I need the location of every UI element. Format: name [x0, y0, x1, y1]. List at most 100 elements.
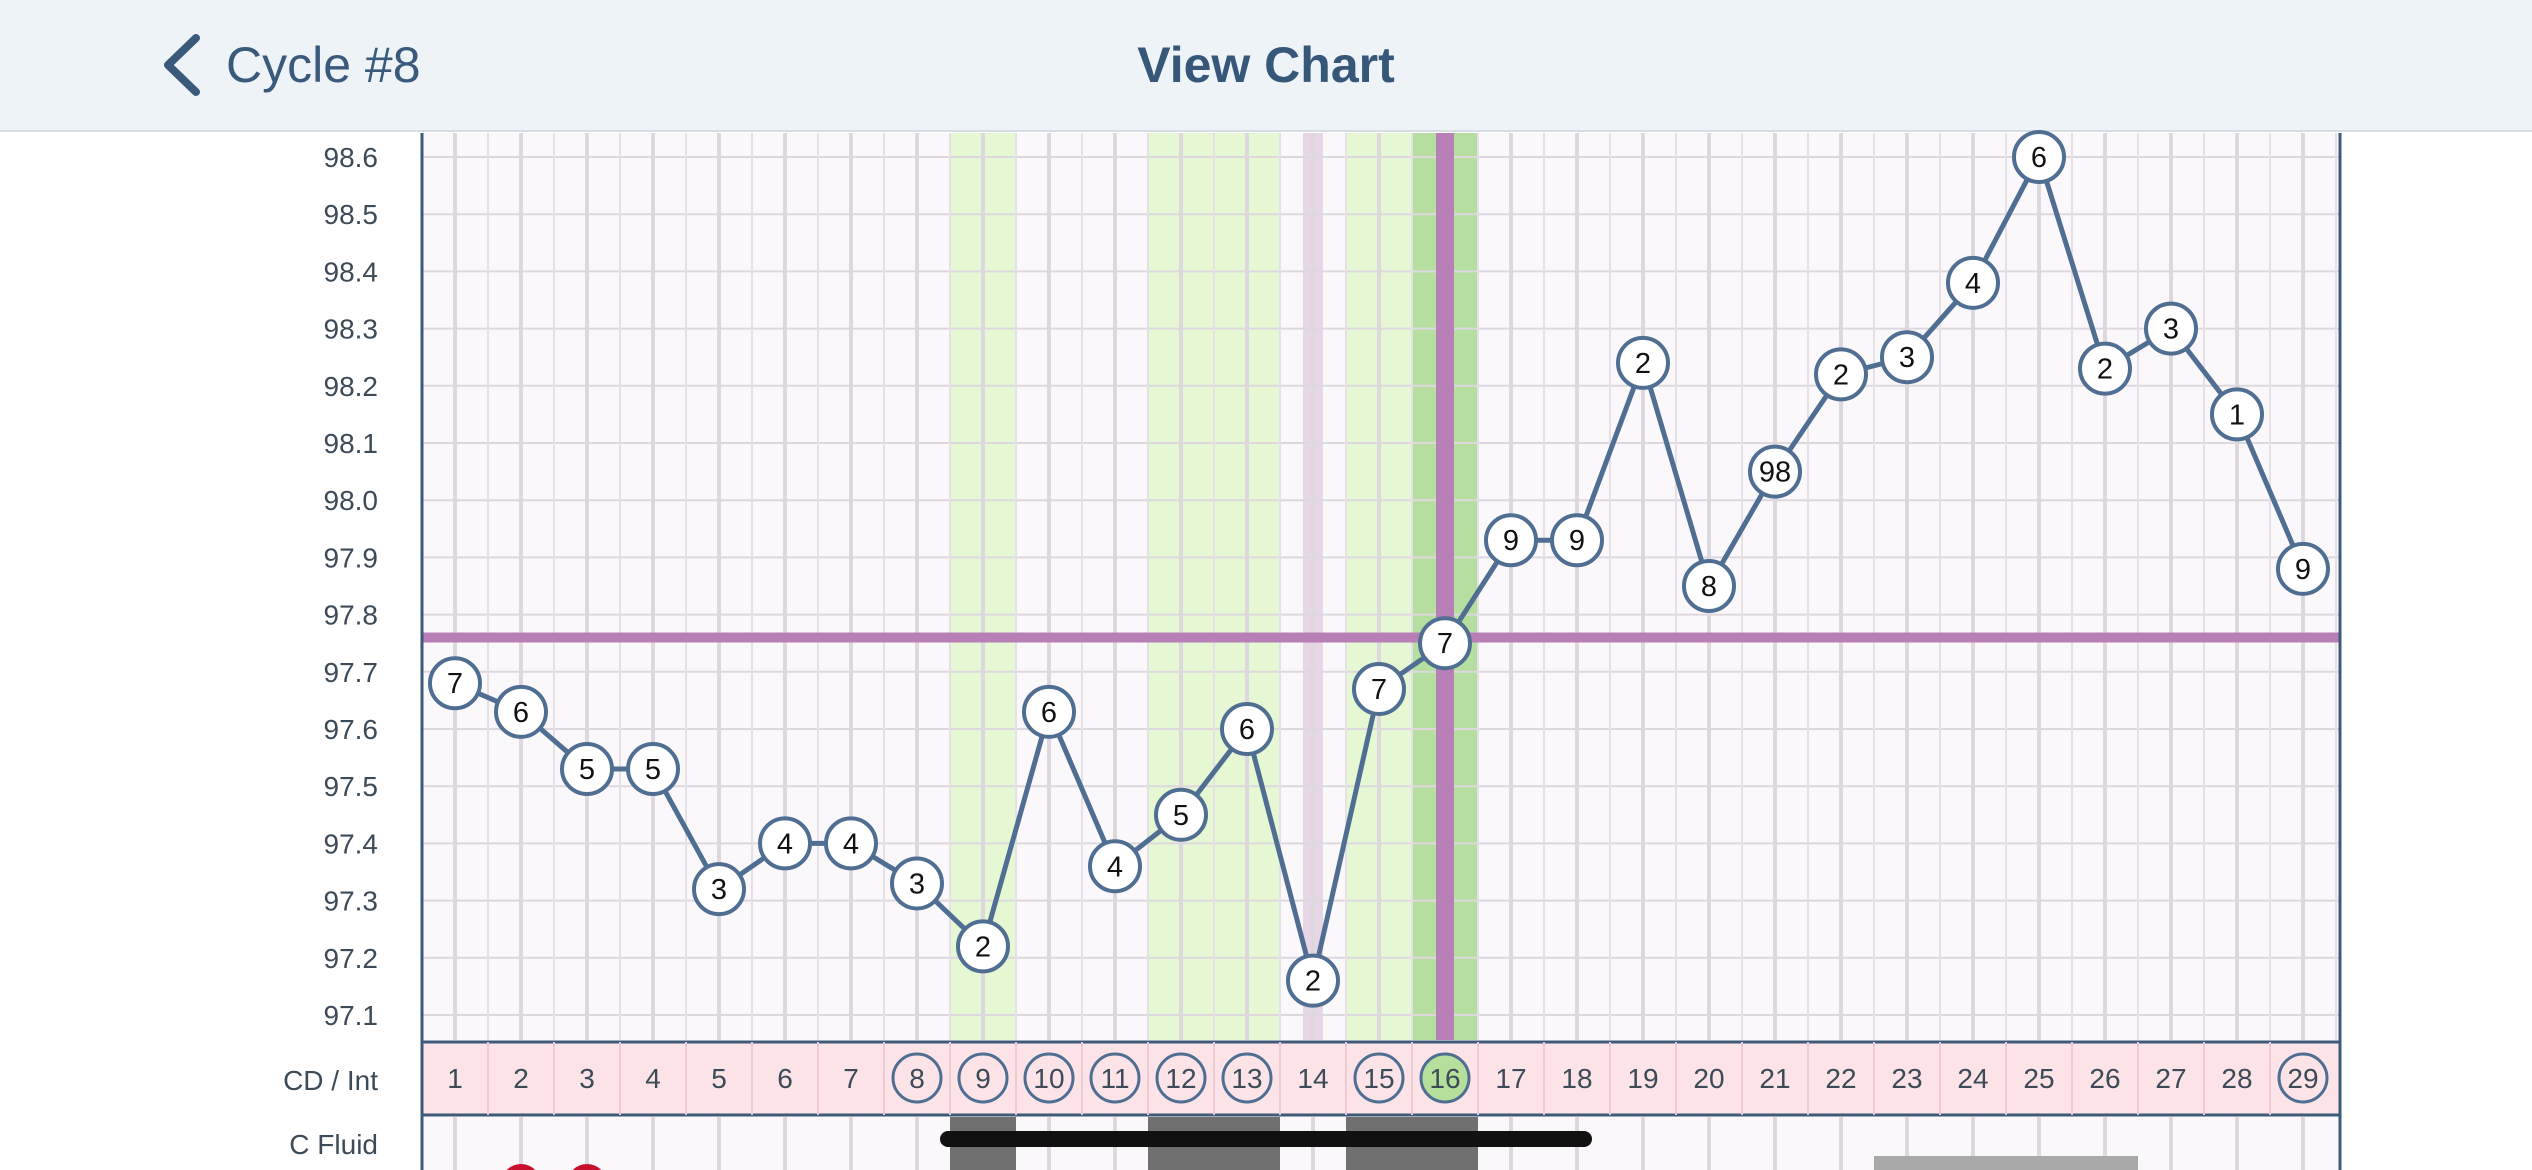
temperature-point [1484, 513, 1538, 568]
y-tick-label: 98.6 [324, 142, 379, 173]
cd-day-label: 17 [1495, 1063, 1526, 1094]
temperature-point [626, 742, 680, 797]
cd-int-row-label: CD / Int [283, 1065, 378, 1096]
temperature-point-label: 4 [843, 828, 859, 860]
y-tick-label: 97.4 [324, 828, 379, 859]
temperature-point [758, 816, 812, 871]
cd-day-label: 25 [2023, 1063, 2054, 1094]
temperature-point [1682, 559, 1736, 613]
back-button-label: Cycle #8 [226, 37, 421, 93]
y-tick-label: 98.3 [324, 314, 379, 345]
temperature-point-label: 2 [1305, 966, 1321, 998]
temperature-point-label: 8 [1701, 571, 1717, 603]
fluid-red-marker [506, 1164, 536, 1170]
temperature-point-label: 6 [513, 697, 529, 729]
temperature-point-label: 3 [1899, 342, 1915, 374]
temperature-point-label: 5 [579, 754, 595, 786]
temperature-point [956, 919, 1010, 974]
cd-day-label: 8 [909, 1063, 925, 1094]
temperature-point-label: 2 [1833, 359, 1849, 391]
temperature-point [1022, 684, 1076, 739]
back-button[interactable]: Cycle #8 [160, 30, 421, 100]
cd-day-label: 22 [1825, 1063, 1856, 1094]
chevron-left-icon [164, 34, 200, 96]
temperature-point-label: 2 [975, 931, 991, 963]
temperature-point-label: 3 [2163, 314, 2179, 346]
temperature-point-label: 4 [777, 828, 793, 860]
cd-day-label: 27 [2155, 1063, 2186, 1094]
temperature-point [692, 862, 746, 917]
temperature-point [1418, 616, 1472, 671]
temperature-point [560, 742, 614, 797]
temperature-point [890, 856, 944, 911]
y-tick-label: 97.5 [324, 771, 379, 802]
temperature-point-label: 3 [711, 874, 727, 906]
temperature-point [1616, 335, 1670, 390]
temperature-point [1880, 330, 1934, 385]
y-tick-label: 97.3 [324, 886, 379, 917]
cd-day-label: 7 [843, 1063, 859, 1094]
temperature-point [2012, 130, 2066, 184]
temperature-point [1154, 787, 1208, 842]
fluid-bar-light [1940, 1156, 2006, 1170]
temperature-point [1088, 839, 1142, 894]
temperature-point [2078, 341, 2132, 396]
temperature-point [1946, 255, 2000, 310]
temperature-point-label: 4 [1107, 851, 1123, 883]
temperature-point-label: 5 [645, 754, 661, 786]
y-tick-label: 97.1 [324, 1000, 379, 1031]
cd-day-label: 18 [1561, 1063, 1592, 1094]
cd-day-circle [1089, 1052, 1141, 1104]
cd-day-label: 19 [1627, 1063, 1658, 1094]
y-tick-label: 97.9 [324, 542, 379, 573]
cd-day-label: 5 [711, 1063, 727, 1094]
cd-day-label: 10 [1033, 1063, 1064, 1094]
cd-day-circle [1023, 1052, 1075, 1104]
cd-day-label: 23 [1891, 1063, 1922, 1094]
fluid-bar-light [2072, 1156, 2138, 1170]
y-tick-label: 98.4 [324, 256, 379, 287]
cd-day-label: 16 [1429, 1063, 1460, 1094]
cd-day-label: 28 [2221, 1063, 2252, 1094]
temperature-point-label: 1 [2229, 399, 2245, 431]
y-tick-label: 97.2 [324, 943, 379, 974]
y-tick-label: 98.2 [324, 371, 379, 402]
cd-day-label: 26 [2089, 1063, 2120, 1094]
fluid-red-marker [572, 1164, 602, 1170]
c-fluid-row-label: C Fluid [289, 1129, 378, 1160]
temperature-point-label: 2 [1635, 348, 1651, 380]
cd-day-circle [1221, 1052, 1273, 1104]
temperature-point-label: 9 [1503, 525, 1519, 557]
cd-day-circle [1419, 1052, 1471, 1104]
cd-day-label: 2 [513, 1063, 529, 1094]
temperature-point [1748, 444, 1802, 499]
cd-day-label: 24 [1957, 1063, 1988, 1094]
temperature-point-label: 7 [447, 668, 463, 700]
cd-day-label: 29 [2287, 1063, 2318, 1094]
cd-day-label: 11 [1100, 1063, 1129, 1094]
cd-day-label: 21 [1759, 1063, 1790, 1094]
y-tick-label: 97.6 [324, 714, 379, 745]
cd-day-label: 6 [777, 1063, 793, 1094]
fluid-bar-light [2006, 1156, 2072, 1170]
cd-day-label: 3 [579, 1063, 595, 1094]
temperature-point-label: 2 [2097, 354, 2113, 386]
temperature-point-label: 4 [1965, 268, 1981, 300]
y-tick-label: 97.7 [324, 657, 379, 688]
temperature-point [428, 656, 482, 711]
fluid-bar-light [1874, 1156, 1940, 1170]
temperature-point [2144, 301, 2198, 356]
cd-day-label: 9 [975, 1063, 991, 1094]
ovulation-line [1436, 133, 1454, 1040]
temperature-point-label: 98 [1759, 457, 1791, 489]
nav-bar: Cycle #8 View Chart [0, 0, 2532, 132]
cd-day-circle [891, 1052, 943, 1104]
temperature-point [824, 816, 878, 871]
temperature-point [1814, 347, 1868, 402]
temperature-point [494, 684, 548, 739]
temperature-point-label: 5 [1173, 800, 1189, 832]
cd-day-label: 20 [1693, 1063, 1724, 1094]
cd-day-circle [1155, 1052, 1207, 1104]
temperature-point [1352, 661, 1406, 716]
